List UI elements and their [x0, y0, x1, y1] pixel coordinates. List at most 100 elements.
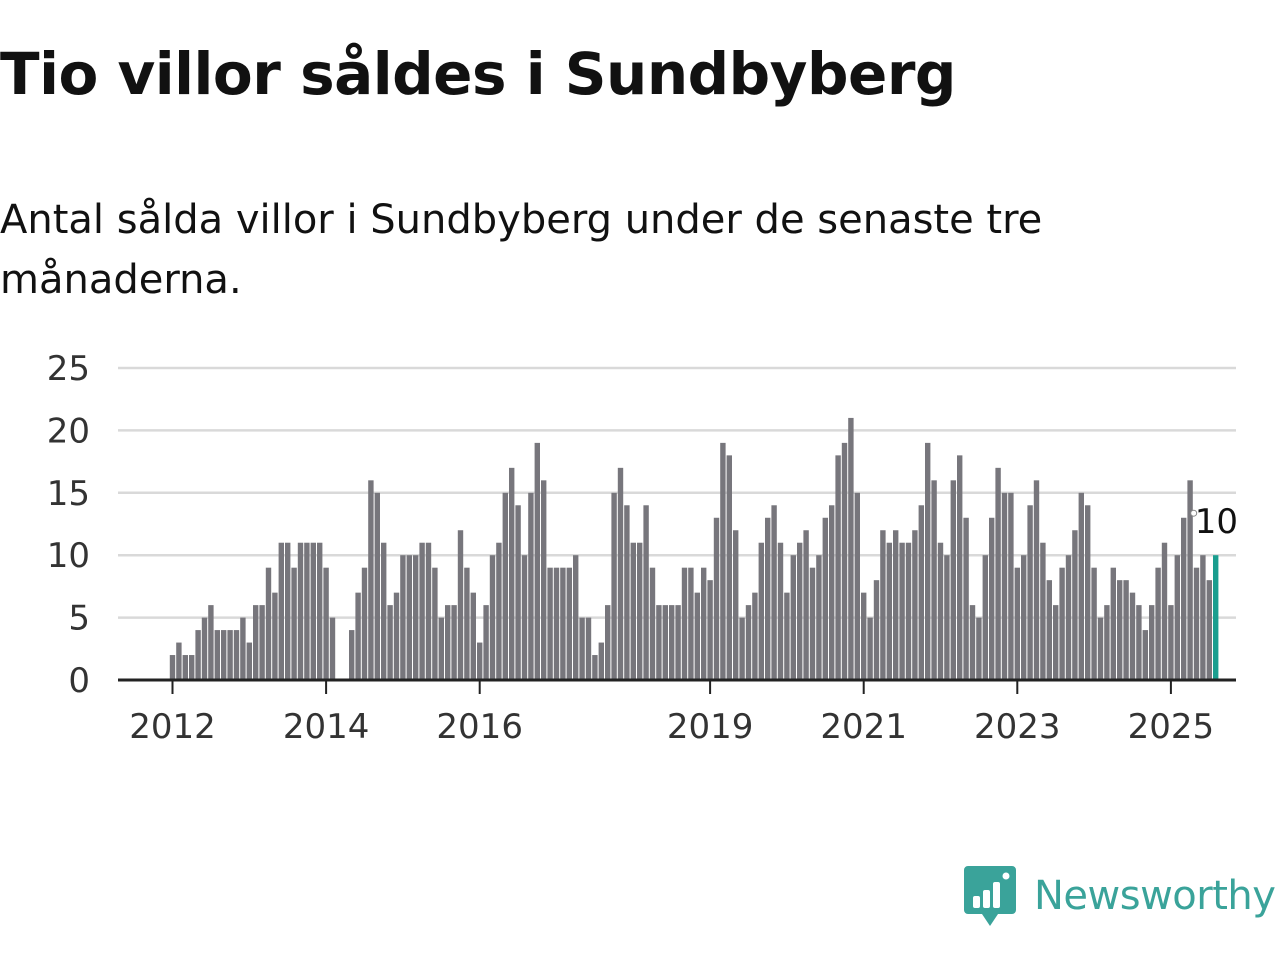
bar — [707, 580, 713, 680]
bar — [201, 617, 208, 680]
bar — [681, 567, 688, 680]
bar — [611, 492, 617, 680]
bar — [317, 542, 323, 680]
y-tick-label: 20 — [47, 411, 90, 451]
bar — [182, 655, 188, 680]
bar — [1149, 605, 1155, 680]
bar — [957, 455, 963, 680]
bar — [477, 642, 483, 680]
bar — [854, 492, 860, 680]
bar — [483, 605, 489, 680]
bar — [361, 567, 368, 680]
bar — [816, 555, 822, 680]
bar — [624, 505, 630, 680]
bar — [445, 605, 451, 680]
bar — [675, 605, 681, 680]
bar — [553, 567, 560, 680]
bar — [406, 555, 412, 680]
x-tick-label: 2023 — [974, 707, 1061, 747]
bar — [1187, 480, 1193, 680]
bar — [387, 605, 393, 680]
bar — [848, 417, 854, 680]
bar — [368, 480, 374, 680]
bar — [1155, 567, 1161, 680]
y-tick-label: 15 — [47, 474, 90, 514]
bar — [560, 567, 566, 680]
bar — [617, 467, 624, 680]
brand-logo: Newsworthy — [964, 866, 1276, 926]
bar — [425, 542, 432, 680]
bar — [1123, 580, 1129, 680]
bar — [822, 517, 828, 680]
y-tick-label: 25 — [47, 349, 90, 389]
bar — [694, 592, 700, 680]
bar — [419, 542, 425, 680]
bar — [278, 542, 284, 680]
y-tick-label: 10 — [47, 536, 90, 576]
bar — [176, 642, 182, 680]
bar-highlighted — [1213, 555, 1219, 680]
bar — [989, 517, 995, 680]
bar — [598, 642, 604, 680]
bar — [541, 480, 547, 680]
bar — [528, 492, 534, 680]
bar — [1078, 492, 1084, 680]
bar — [733, 530, 739, 680]
bar — [969, 605, 976, 680]
bar — [643, 505, 649, 680]
callout-marker — [1190, 509, 1198, 517]
bar — [272, 592, 278, 680]
bar — [701, 567, 707, 680]
bar — [925, 442, 931, 680]
x-tick-label: 2014 — [283, 707, 370, 747]
bar — [1085, 505, 1091, 680]
bar — [1117, 580, 1123, 680]
bar — [662, 605, 668, 680]
bar — [637, 542, 643, 680]
bar — [1129, 592, 1136, 680]
brand-name: Newsworthy — [1034, 873, 1276, 919]
bar — [739, 617, 745, 680]
bar — [221, 630, 227, 680]
x-tick-label: 2021 — [820, 707, 907, 747]
y-tick-label: 5 — [68, 599, 90, 639]
bar — [861, 592, 867, 680]
bar — [515, 505, 521, 680]
bar — [1021, 555, 1027, 680]
bar — [1136, 605, 1142, 680]
bar — [489, 555, 496, 680]
bar — [912, 530, 918, 680]
bar — [253, 605, 259, 680]
bar — [227, 630, 233, 680]
bar — [310, 542, 316, 680]
bar — [169, 655, 176, 680]
bar — [547, 567, 553, 680]
bar — [1001, 492, 1008, 680]
bar — [630, 542, 636, 680]
bar — [208, 605, 214, 680]
page-subtitle: Antal sålda villor i Sundbyberg under de… — [0, 197, 1043, 303]
bar — [374, 492, 380, 680]
bar — [841, 442, 848, 680]
bar — [233, 630, 240, 680]
bar — [413, 555, 419, 680]
bar — [1091, 567, 1097, 680]
bar — [1200, 555, 1206, 680]
bar — [867, 617, 873, 680]
bar — [1161, 542, 1168, 680]
bar — [1181, 517, 1187, 680]
bar — [880, 530, 886, 680]
bar — [349, 630, 355, 680]
x-tick-label: 2019 — [667, 707, 754, 747]
bar — [669, 605, 675, 680]
bar — [1053, 605, 1059, 680]
bar — [1046, 580, 1052, 680]
bar — [1110, 567, 1116, 680]
bar — [784, 592, 790, 680]
bar — [265, 567, 272, 680]
bar — [400, 555, 406, 680]
bar — [573, 555, 579, 680]
bar — [509, 467, 515, 680]
bar — [1014, 567, 1020, 680]
bar — [457, 530, 464, 680]
